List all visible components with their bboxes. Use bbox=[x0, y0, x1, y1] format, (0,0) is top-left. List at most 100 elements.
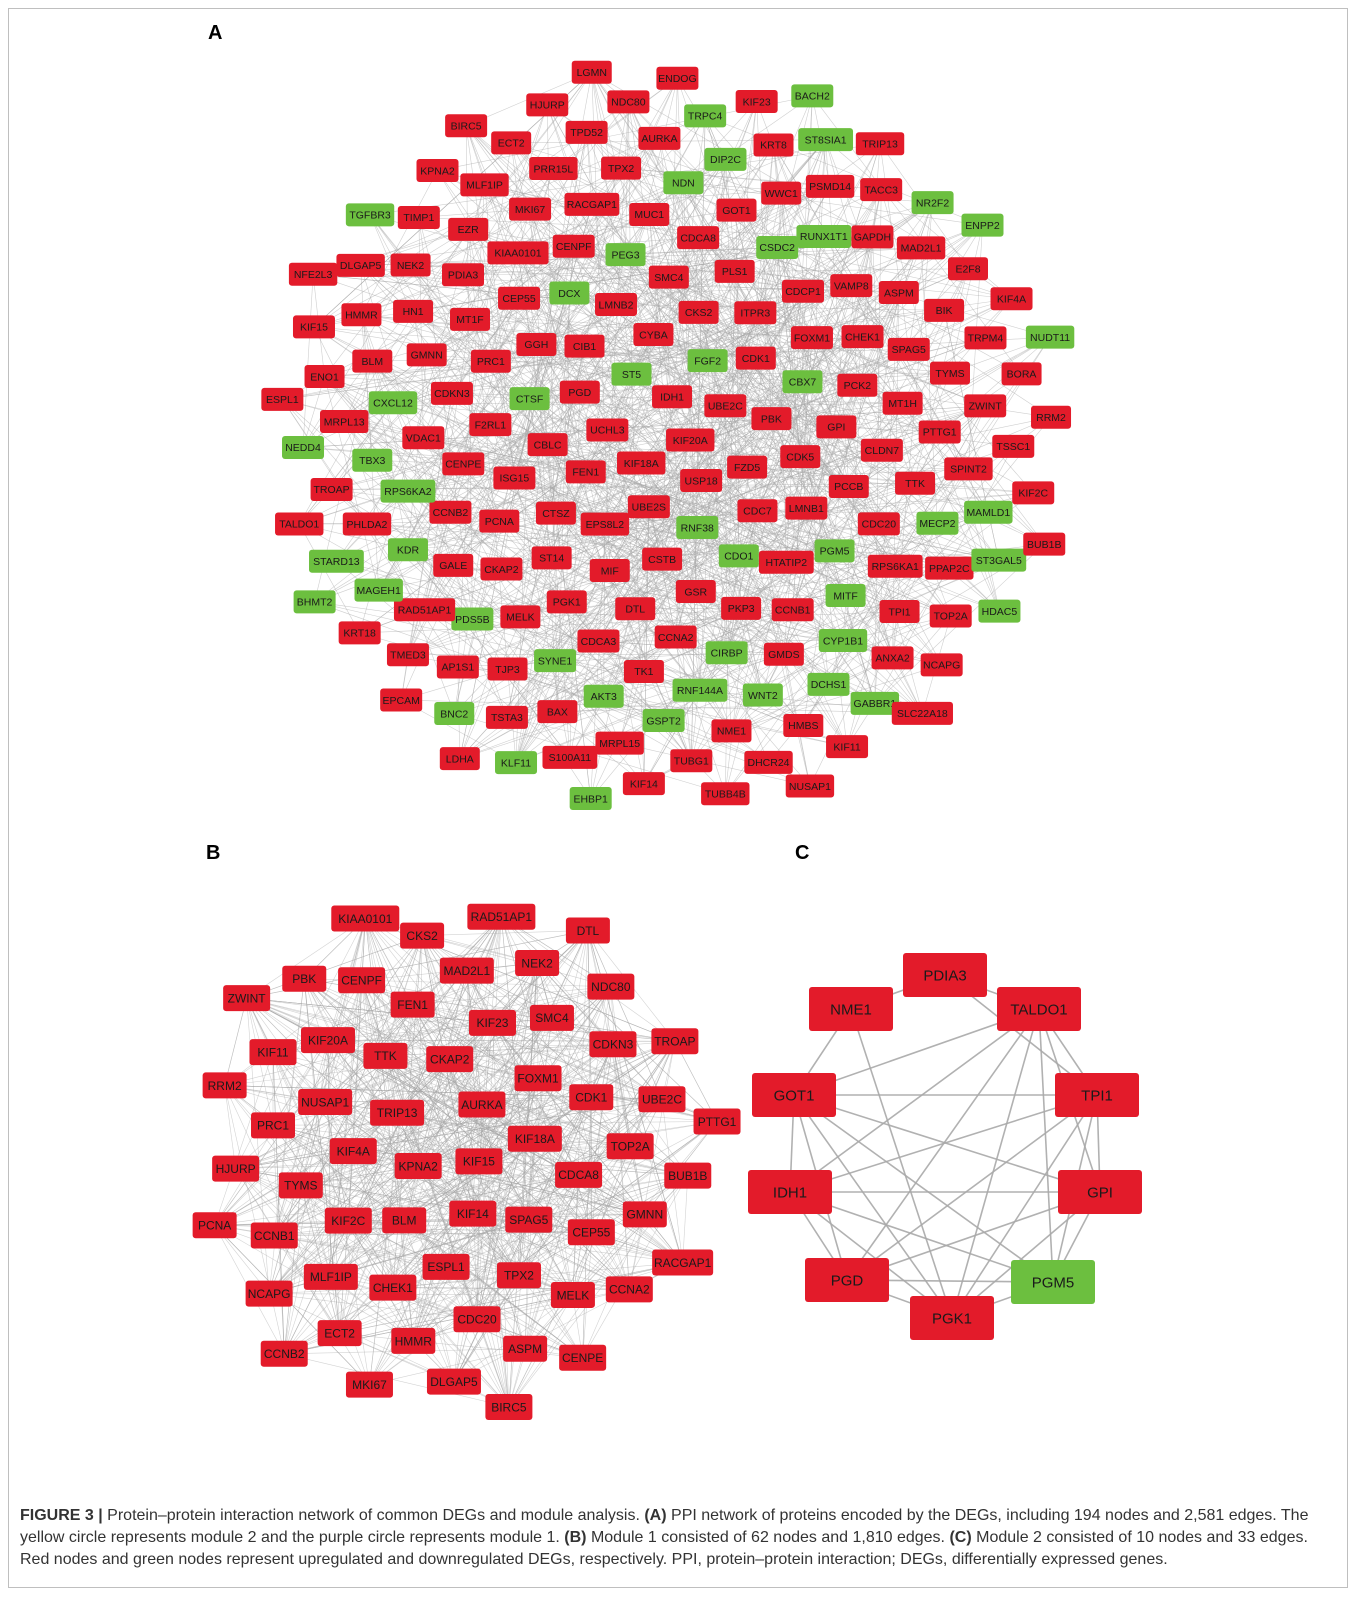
node-s100a11: S100A11 bbox=[542, 745, 598, 769]
node-box bbox=[752, 1073, 836, 1117]
node-box bbox=[785, 496, 828, 520]
node-box bbox=[292, 315, 335, 339]
node-label: CIRBP bbox=[711, 648, 743, 660]
node-box bbox=[469, 413, 512, 437]
node-box bbox=[298, 1089, 353, 1116]
edge bbox=[557, 703, 875, 712]
edge bbox=[465, 125, 701, 691]
node-box bbox=[860, 178, 903, 202]
node-box bbox=[878, 281, 919, 305]
node-label: BAX bbox=[547, 706, 568, 718]
node-box bbox=[611, 362, 652, 386]
node-mecp2: MECP2 bbox=[916, 511, 959, 535]
edge bbox=[476, 1146, 631, 1320]
edge bbox=[404, 1220, 583, 1359]
node-box bbox=[317, 1320, 362, 1347]
node-epcam: EPCAM bbox=[380, 688, 423, 712]
node-label: TIMP1 bbox=[403, 212, 434, 224]
node-box bbox=[785, 774, 835, 798]
node-hmbs: HMBS bbox=[783, 713, 824, 737]
node-dchs1: DCHS1 bbox=[807, 672, 850, 696]
node-box bbox=[837, 373, 878, 397]
edge bbox=[573, 245, 708, 361]
node-taldo1: TALDO1 bbox=[997, 987, 1081, 1031]
edge bbox=[677, 78, 697, 592]
node-box bbox=[406, 343, 447, 367]
node-box bbox=[249, 1039, 297, 1066]
node-label: ZWINT bbox=[969, 401, 1003, 413]
node-box bbox=[309, 549, 364, 573]
node-label: ST5 bbox=[622, 369, 641, 381]
node-cldn7: CLDN7 bbox=[860, 438, 903, 462]
node-bnc2: BNC2 bbox=[434, 702, 475, 726]
node-label: UBE2C bbox=[708, 401, 743, 413]
node-label: ST14 bbox=[539, 553, 564, 565]
edge bbox=[547, 444, 951, 617]
node-ctsf: CTSF bbox=[509, 387, 550, 411]
node-label: HDAC5 bbox=[982, 606, 1018, 618]
node-label: GGH bbox=[524, 339, 548, 351]
edge bbox=[604, 247, 778, 525]
edge bbox=[529, 398, 552, 558]
node-box bbox=[442, 263, 485, 287]
node-label: BORA bbox=[1007, 369, 1037, 381]
edge bbox=[800, 456, 999, 561]
node-label: PHLDA2 bbox=[347, 519, 388, 531]
node-label: KIF14 bbox=[457, 1207, 489, 1221]
node-label: KIF11 bbox=[833, 741, 860, 753]
node-box bbox=[559, 380, 600, 404]
node-box bbox=[275, 512, 324, 536]
edge bbox=[422, 930, 588, 936]
node-box bbox=[245, 1280, 293, 1307]
node-label: IDH1 bbox=[773, 1184, 807, 1201]
node-cxcl12: CXCL12 bbox=[368, 391, 418, 415]
edge bbox=[478, 930, 589, 1162]
edge bbox=[501, 916, 614, 1045]
node-label: DHCR24 bbox=[748, 757, 790, 769]
node-mki67: MKI67 bbox=[345, 1371, 393, 1398]
node-ccnb2: CCNB2 bbox=[429, 500, 472, 524]
node-label: CBLC bbox=[534, 439, 562, 451]
node-mrpl15: MRPL15 bbox=[595, 731, 644, 755]
edge bbox=[369, 1274, 520, 1385]
panel-b-nodes: KIF15 KPNA2 AURKA KIF14 TRIP13 KIF18A BLM CKAP2… bbox=[192, 903, 741, 1420]
node-label: CDKN3 bbox=[593, 1038, 634, 1052]
node-box bbox=[971, 548, 1027, 572]
node-box bbox=[783, 713, 824, 737]
node-box bbox=[352, 448, 393, 472]
node-pbk: PBK bbox=[751, 407, 792, 431]
node-nme1: NME1 bbox=[809, 987, 893, 1031]
node-label: TPI1 bbox=[888, 606, 910, 618]
node-kpna2: KPNA2 bbox=[416, 159, 459, 183]
edge bbox=[780, 192, 1045, 545]
node-box bbox=[807, 672, 850, 696]
node-label: LMNB1 bbox=[789, 503, 824, 515]
panel-b-label: B bbox=[206, 842, 221, 864]
edge bbox=[361, 980, 483, 1105]
node-box bbox=[851, 225, 894, 249]
edge bbox=[610, 986, 631, 1147]
edge bbox=[586, 132, 645, 672]
node-ube2c: UBE2C bbox=[638, 1086, 686, 1113]
node-label: MITF bbox=[833, 590, 858, 602]
edge bbox=[607, 429, 698, 528]
node-label: RAD51AP1 bbox=[471, 910, 533, 924]
node-e2f8: E2F8 bbox=[947, 257, 988, 281]
node-box bbox=[642, 547, 683, 571]
node-label: BIRC5 bbox=[451, 121, 482, 133]
node-label: BUB1B bbox=[668, 1169, 707, 1183]
edge bbox=[1038, 1008, 1054, 1283]
edge bbox=[476, 1078, 539, 1320]
edge bbox=[284, 1353, 509, 1408]
node-tubg1: TUBG1 bbox=[670, 749, 713, 773]
node-syne1: SYNE1 bbox=[534, 649, 577, 673]
node-box bbox=[393, 299, 434, 323]
node-box bbox=[1025, 325, 1075, 349]
edge bbox=[324, 918, 366, 1103]
node-label: MLF1IP bbox=[466, 180, 503, 192]
edge bbox=[585, 334, 654, 472]
node-cenpf: CENPF bbox=[338, 967, 386, 994]
node-label: SMC4 bbox=[654, 272, 683, 284]
edge bbox=[846, 1008, 1040, 1281]
caption-c-text: Module 2 consisted of 10 nodes and 33 ed… bbox=[20, 1529, 1308, 1568]
